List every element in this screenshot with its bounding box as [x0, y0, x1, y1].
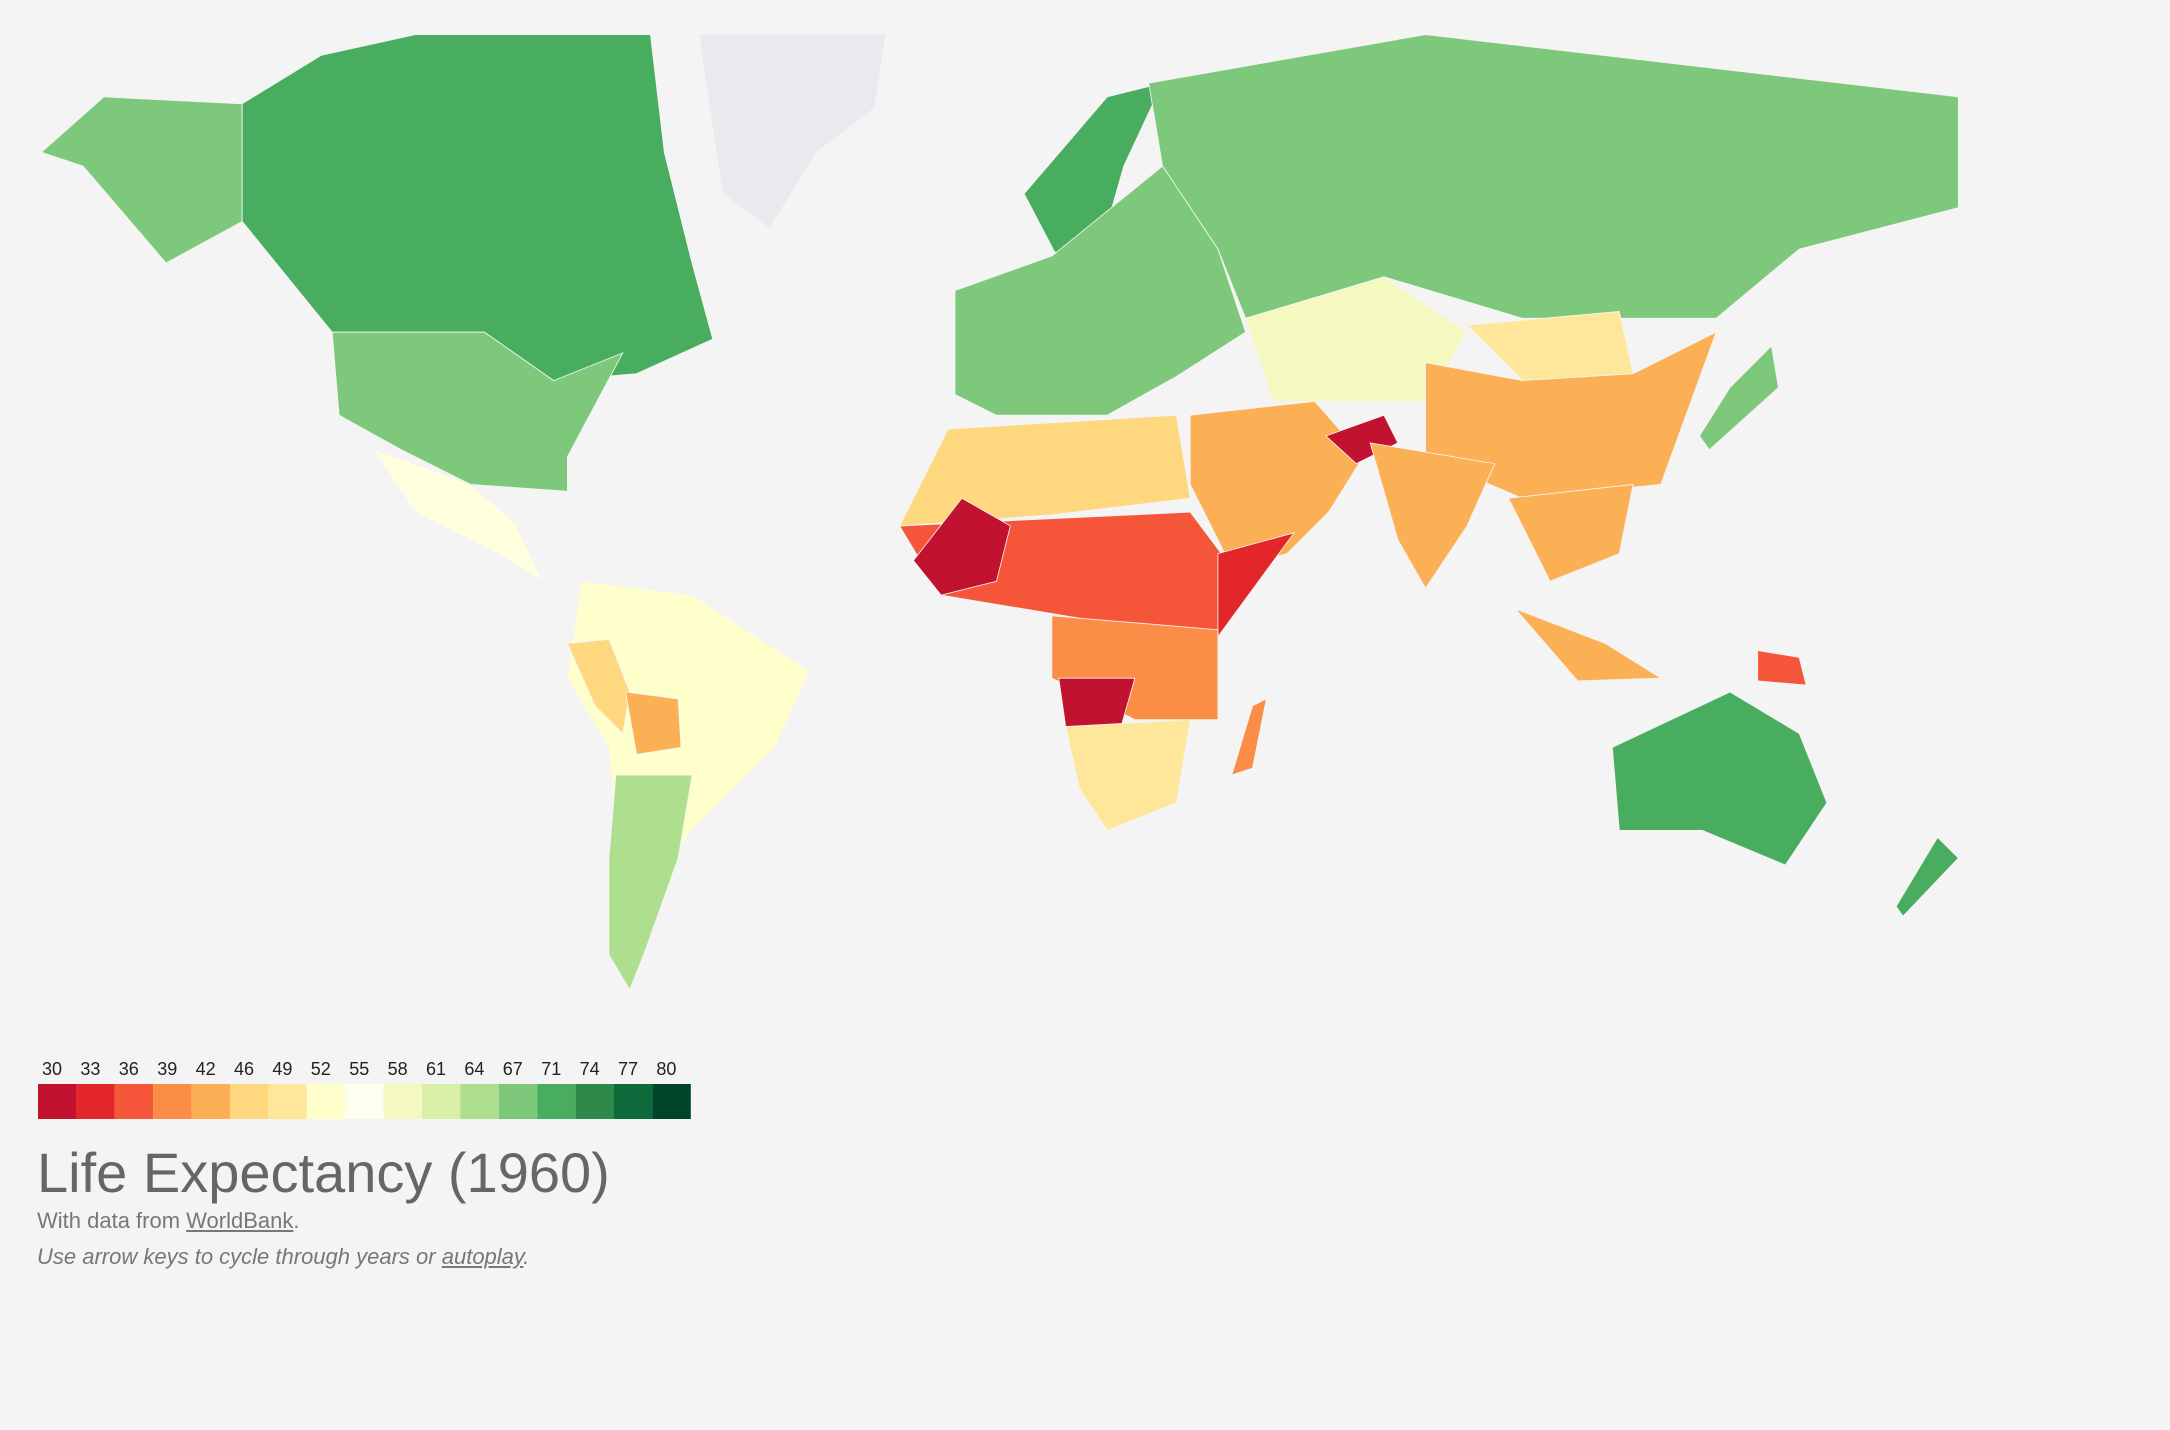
- legend-swatch: [230, 1084, 269, 1119]
- angola: [1058, 677, 1136, 728]
- horn-africa: [1217, 532, 1296, 638]
- title: Life Expectancy (1960): [37, 1141, 610, 1204]
- autoplay-link[interactable]: autoplay: [441, 1244, 524, 1269]
- europe: [954, 165, 1247, 416]
- legend-label: 61: [426, 1059, 446, 1079]
- north-africa: [898, 414, 1191, 527]
- legend-swatch: [76, 1084, 115, 1119]
- legend-label: 80: [656, 1059, 676, 1079]
- bolivia: [625, 691, 682, 755]
- legend-label: 30: [42, 1059, 62, 1079]
- canada: [241, 34, 714, 382]
- legend-swatch: [498, 1084, 538, 1119]
- madagascar: [1231, 698, 1267, 776]
- mongolia: [1466, 310, 1634, 382]
- source-link[interactable]: WorldBank: [186, 1208, 294, 1233]
- australia: [1611, 691, 1828, 866]
- legend-swatch: [460, 1084, 499, 1119]
- legend-label: 67: [503, 1059, 523, 1079]
- source: With data from WorldBank.: [37, 1208, 300, 1234]
- legend-swatch: [422, 1084, 461, 1119]
- legend-swatch: [306, 1084, 346, 1119]
- south-america: [567, 580, 811, 887]
- mali: [912, 497, 1011, 596]
- japan: [1699, 345, 1779, 451]
- hint-suffix: .: [523, 1244, 530, 1269]
- legend-label: 46: [234, 1059, 254, 1079]
- legend-label: 36: [119, 1059, 139, 1079]
- middle-east: [1189, 400, 1364, 568]
- india: [1369, 442, 1496, 589]
- legend-label: 58: [388, 1059, 408, 1079]
- usa: [331, 331, 624, 492]
- legend-swatch: [114, 1084, 154, 1119]
- world-map: [40, 34, 1959, 991]
- peru: [566, 638, 631, 735]
- legend-swatch: [191, 1084, 230, 1119]
- alaska: [40, 96, 243, 264]
- source-prefix: With data from: [37, 1208, 181, 1233]
- legend-swatch: [537, 1084, 576, 1119]
- southern-africa: [1065, 719, 1191, 831]
- mexico: [372, 448, 544, 583]
- legend-label: 42: [196, 1059, 216, 1079]
- legend-swatch: [38, 1084, 77, 1119]
- legend-swatch: [268, 1084, 307, 1119]
- legend-swatch: [383, 1084, 422, 1119]
- legend-label: 55: [349, 1059, 369, 1079]
- russia: [1148, 34, 1959, 319]
- new-zealand: [1895, 836, 1959, 917]
- legend-label: 77: [618, 1059, 638, 1079]
- legend-swatch: [575, 1084, 614, 1119]
- legend-label: 33: [80, 1059, 100, 1079]
- legend-label: 52: [311, 1059, 331, 1079]
- legend-label: 49: [272, 1059, 292, 1079]
- legend-label: 39: [157, 1059, 177, 1079]
- greenland: [698, 34, 887, 229]
- legend-swatch: [614, 1084, 653, 1119]
- argentina: [608, 774, 693, 991]
- hint: Use arrow keys to cycle through years or…: [37, 1244, 529, 1270]
- indonesia: [1515, 608, 1663, 682]
- legend-swatch: [345, 1084, 384, 1119]
- legend-swatch: [652, 1084, 691, 1119]
- legend-label: 74: [580, 1059, 600, 1079]
- scandinavia: [1023, 82, 1164, 264]
- legend-label: 64: [464, 1059, 484, 1079]
- hint-text: Use arrow keys to cycle through years or: [37, 1244, 436, 1269]
- source-suffix: .: [293, 1208, 300, 1233]
- legend: 30 33 36 39 42 46 49 52 55 58 61 64 67 71 74 77 80: [38, 1059, 691, 1119]
- legend-swatch: [153, 1084, 192, 1119]
- legend-label: 71: [541, 1059, 561, 1079]
- png: [1757, 649, 1807, 686]
- southeast-asia: [1507, 483, 1634, 582]
